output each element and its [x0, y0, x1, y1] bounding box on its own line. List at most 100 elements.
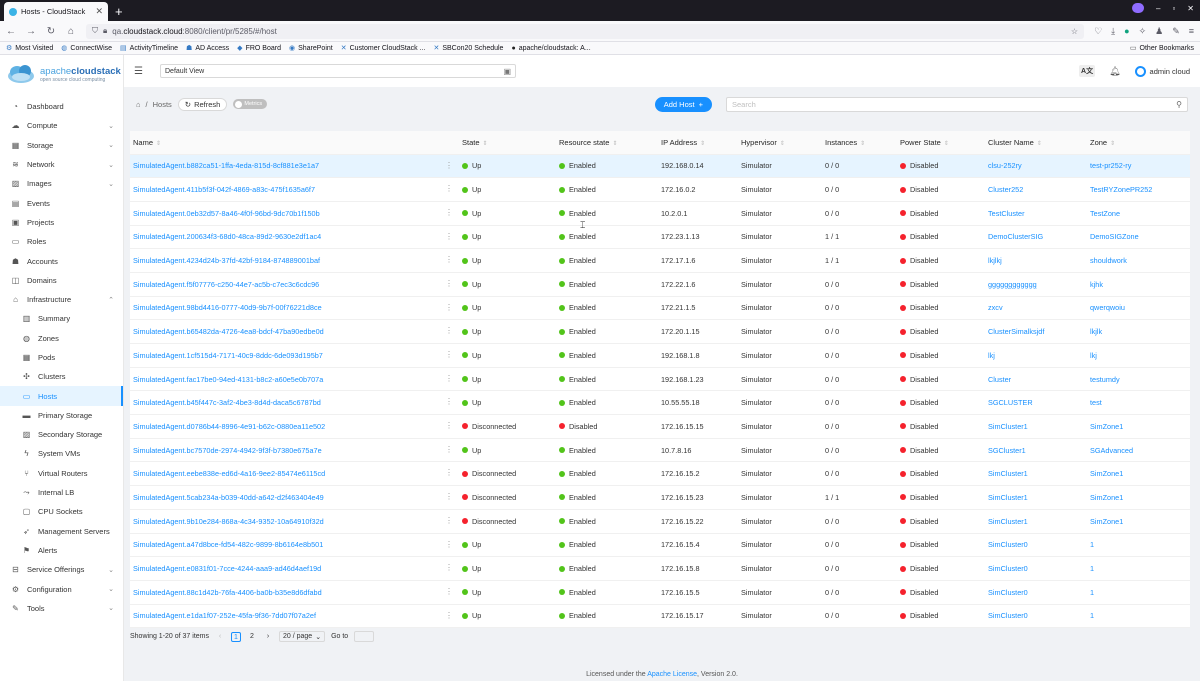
- table-row[interactable]: SimulatedAgent.411b5f3f-042f-4869-a83c-4…: [130, 177, 1190, 202]
- cell-cluster-name[interactable]: SimCluster1: [988, 421, 1028, 431]
- home-icon[interactable]: ⌂: [67, 25, 75, 37]
- cell-cluster-name[interactable]: TestCluster: [988, 208, 1025, 218]
- column-header-state[interactable]: State ⇕: [459, 131, 556, 155]
- sidebar-item-dashboard[interactable]: ◔ Dashboard: [0, 97, 123, 116]
- column-header-cluster-name[interactable]: Cluster Name ⇕: [985, 131, 1087, 155]
- cell-name[interactable]: SimulatedAgent.4234d24b-37fd-42bf-9184-8…: [133, 256, 321, 266]
- sidebar-item-cpu-sockets[interactable]: ▢ CPU Sockets: [0, 502, 123, 521]
- cell-zone[interactable]: DemoSIGZone: [1090, 232, 1139, 242]
- cell-zone[interactable]: TestRYZonePR252: [1090, 185, 1153, 195]
- sidebar-item-alerts[interactable]: ⚑ Alerts: [0, 541, 123, 560]
- refresh-button[interactable]: ↻ Refresh: [177, 97, 228, 111]
- cell-cluster-name[interactable]: SimCluster0: [988, 587, 1028, 597]
- sidebar-item-network[interactable]: ≋ Network ⌄: [0, 155, 123, 174]
- cell-zone[interactable]: SimZone1: [1090, 492, 1124, 502]
- bookmark-item[interactable]: ▤ ActivityTimeline: [120, 44, 179, 53]
- cell-name[interactable]: SimulatedAgent.98bd4416-0777-40d9-9b7f-0…: [133, 303, 322, 313]
- search-input[interactable]: Search ⚲: [726, 96, 1188, 112]
- sidebar-item-system-vms[interactable]: ϟ System VMs: [0, 444, 123, 463]
- cell-name[interactable]: SimulatedAgent.b45f447c-3af2-4be3-8d4d-d…: [133, 398, 321, 408]
- row-actions-icon[interactable]: ⋮: [445, 515, 453, 525]
- metrics-toggle[interactable]: Metrics: [233, 99, 268, 109]
- column-header-power-state[interactable]: Power State ⇕: [897, 131, 985, 155]
- row-actions-icon[interactable]: ⋮: [445, 231, 453, 241]
- cell-cluster-name[interactable]: SimCluster1: [988, 492, 1028, 502]
- column-header-zone[interactable]: Zone ⇕: [1087, 131, 1190, 155]
- menu-fold-icon[interactable]: ☰: [134, 65, 143, 77]
- cell-cluster-name[interactable]: clsu-252ry: [988, 161, 1022, 171]
- sidebar-item-roles[interactable]: ▭ Roles: [0, 232, 123, 251]
- bookmark-item[interactable]: ◉ SharePoint: [288, 44, 333, 53]
- sidebar-item-infrastructure[interactable]: ⌂ Infrastructure ⌃: [0, 290, 123, 309]
- close-window-icon[interactable]: ✕: [1187, 3, 1194, 13]
- user-menu[interactable]: admin cloud: [1134, 65, 1190, 77]
- cell-name[interactable]: SimulatedAgent.bc7570de-2974-4942-9f3f-b…: [133, 445, 322, 455]
- cell-zone[interactable]: SimZone1: [1090, 421, 1124, 431]
- table-row[interactable]: SimulatedAgent.bc7570de-2974-4942-9f3f-b…: [130, 438, 1190, 463]
- table-row[interactable]: SimulatedAgent.d0786b44-8996-4e91-b62c-0…: [130, 414, 1190, 439]
- sidebar-item-tools[interactable]: ✎ Tools ⌄: [0, 599, 123, 618]
- account-icon[interactable]: ♟: [1155, 25, 1164, 36]
- view-selector[interactable]: Default View ▣: [160, 64, 516, 78]
- url-bar[interactable]: ⛉ 🔒︎ qa.cloudstack.cloud:8080/client/pr/…: [86, 23, 1085, 39]
- reload-icon[interactable]: ↻: [46, 25, 56, 37]
- license-link[interactable]: Apache License: [647, 671, 698, 678]
- logo[interactable]: apachecloudstack open source cloud compu…: [0, 55, 123, 93]
- row-actions-icon[interactable]: ⋮: [445, 302, 453, 312]
- cell-name[interactable]: SimulatedAgent.0eb32d57-8a46-4f0f-96bd-9…: [133, 208, 320, 218]
- minimize-icon[interactable]: –: [1156, 3, 1161, 13]
- home-icon[interactable]: ⌂: [136, 99, 141, 109]
- cell-name[interactable]: SimulatedAgent.eebe838e-ed6d-4a16-9ee2-8…: [133, 469, 326, 479]
- new-tab-button[interactable]: +: [115, 4, 123, 19]
- row-actions-icon[interactable]: ⋮: [445, 160, 453, 170]
- cell-name[interactable]: SimulatedAgent.fac17be0-94ed-4131-b8c2-a…: [133, 374, 324, 384]
- table-row[interactable]: SimulatedAgent.b45f447c-3af2-4be3-8d4d-d…: [130, 390, 1190, 416]
- sidebar-item-events[interactable]: ▤ Events: [0, 193, 123, 212]
- cell-name[interactable]: SimulatedAgent.f5f07776-c250-44e7-ac5b-c…: [133, 279, 320, 289]
- table-row[interactable]: SimulatedAgent.1cf515d4-7171-40c9-8ddc-6…: [130, 343, 1190, 368]
- cell-cluster-name[interactable]: SimCluster1: [988, 516, 1028, 526]
- cell-name[interactable]: SimulatedAgent.e1da1f07-252e-45fa-9f36-7…: [133, 611, 316, 621]
- extension-puzzle-icon[interactable]: ✧: [1138, 25, 1147, 36]
- bell-icon[interactable]: 🔔︎: [1109, 65, 1121, 76]
- sort-icon[interactable]: ⇕: [612, 140, 618, 147]
- sidebar-item-management-servers[interactable]: ➶ Management Servers: [0, 522, 123, 541]
- cell-zone[interactable]: 1: [1090, 540, 1095, 550]
- forward-icon[interactable]: →: [26, 25, 36, 37]
- sidebar-item-projects[interactable]: ▣ Projects: [0, 213, 123, 232]
- cell-cluster-name[interactable]: Cluster: [988, 374, 1012, 384]
- tab-close-icon[interactable]: ✕: [95, 6, 103, 16]
- row-actions-icon[interactable]: ⋮: [445, 444, 453, 454]
- download-icon[interactable]: ⤓: [1111, 25, 1116, 36]
- other-bookmarks[interactable]: ▭ Other Bookmarks: [1129, 44, 1194, 53]
- translate-icon[interactable]: A文: [1079, 65, 1096, 77]
- cell-zone[interactable]: 1: [1090, 611, 1095, 621]
- sidebar-item-configuration[interactable]: ⚙ Configuration ⌄: [0, 579, 123, 598]
- table-row[interactable]: SimulatedAgent.b65482da-4726-4ea8-bdcf-4…: [130, 319, 1190, 344]
- row-actions-icon[interactable]: ⋮: [445, 207, 453, 217]
- row-actions-icon[interactable]: ⋮: [445, 350, 453, 359]
- shield-icon[interactable]: ⛉: [92, 26, 98, 35]
- table-row[interactable]: SimulatedAgent.e1da1f07-252e-45fa-9f36-7…: [130, 604, 1190, 629]
- bookmark-item[interactable]: ☗ AD Access: [186, 44, 230, 53]
- cell-name[interactable]: SimulatedAgent.e0831f01-7cce-4244-aaa9-a…: [133, 564, 322, 574]
- cell-name[interactable]: SimulatedAgent.b882ca51-1ffa-4eda-815d-8…: [133, 161, 320, 171]
- row-actions-icon[interactable]: ⋮: [445, 397, 453, 407]
- cell-name[interactable]: SimulatedAgent.d0786b44-8996-4e91-b62c-0…: [133, 421, 326, 431]
- sidebar-item-storage[interactable]: ▦ Storage ⌄: [0, 136, 123, 155]
- cell-zone[interactable]: TestZone: [1090, 208, 1121, 218]
- cell-cluster-name[interactable]: ClusterSimalksjdf: [988, 327, 1045, 337]
- cell-zone[interactable]: 1: [1090, 564, 1095, 574]
- table-row[interactable]: SimulatedAgent.b882ca51-1ffa-4eda-815d-8…: [130, 154, 1190, 179]
- cell-name[interactable]: SimulatedAgent.a47d8bce-fd54-482c-9899-8…: [133, 540, 324, 550]
- cell-cluster-name[interactable]: SimCluster0: [988, 611, 1028, 621]
- sidebar-item-secondary-storage[interactable]: ▨ Secondary Storage: [0, 425, 123, 444]
- row-actions-icon[interactable]: ⋮: [445, 468, 453, 478]
- table-row[interactable]: SimulatedAgent.0eb32d57-8a46-4f0f-96bd-9…: [130, 201, 1190, 226]
- bookmark-star-icon[interactable]: ☆: [1070, 26, 1079, 36]
- cell-name[interactable]: SimulatedAgent.200634f3-68d0-48ca-89d2-9…: [133, 232, 322, 242]
- cell-zone[interactable]: lkjlk: [1090, 327, 1103, 337]
- sidebar-item-clusters[interactable]: ✣ Clusters: [0, 367, 123, 386]
- cell-name[interactable]: SimulatedAgent.9b10e284-868a-4c34-9352-1…: [133, 516, 324, 526]
- bookmark-item[interactable]: ✕ Customer CloudStack ...: [340, 44, 426, 53]
